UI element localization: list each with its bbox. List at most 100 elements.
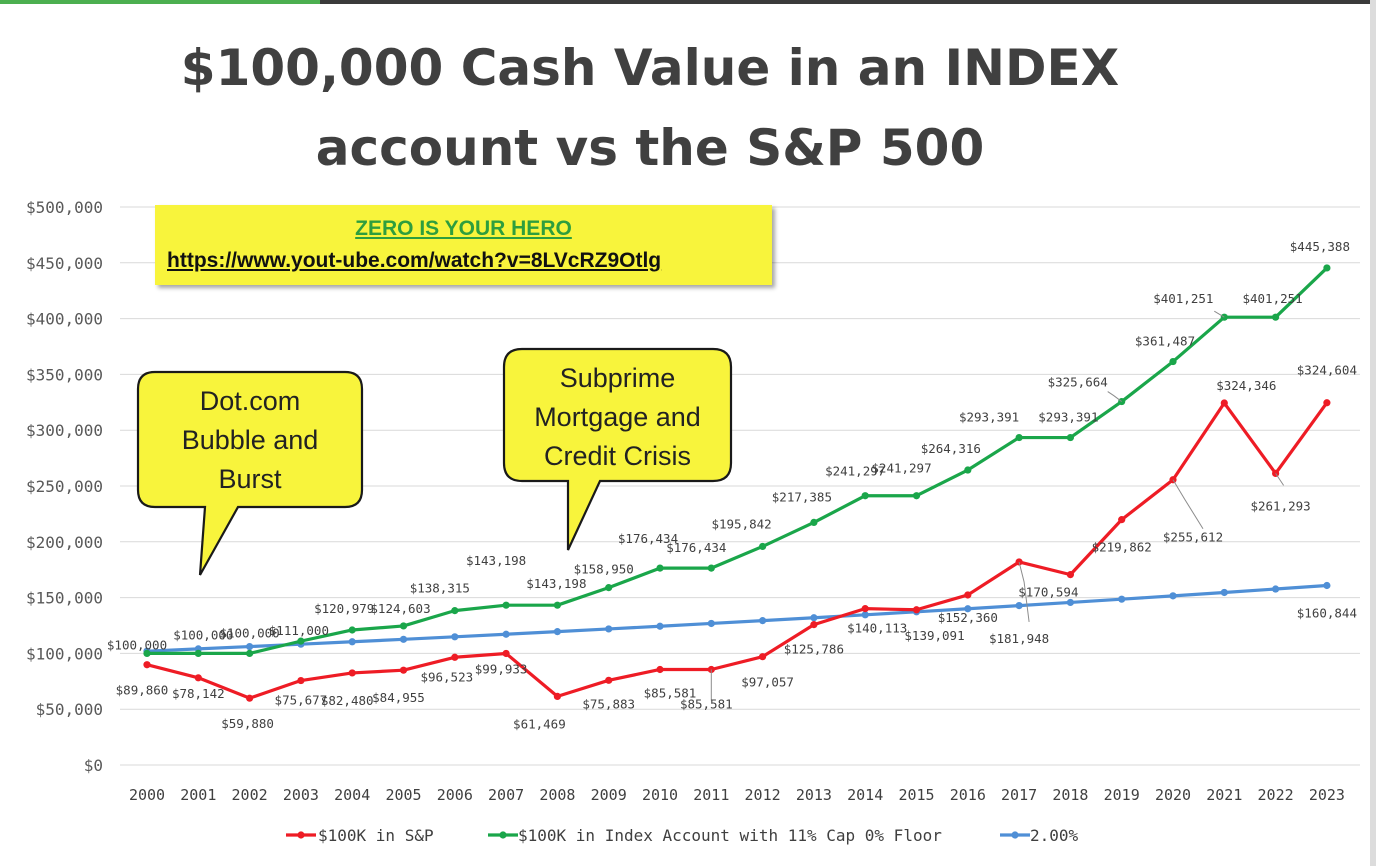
data-point (810, 621, 818, 629)
x-tick-label: 2005 (385, 786, 421, 804)
data-label: $125,786 (784, 642, 844, 657)
data-label: $181,948 (989, 631, 1049, 646)
chart-title: $100,000 Cash Value in an INDEX account … (80, 28, 1220, 188)
data-label: $255,612 (1163, 530, 1223, 545)
data-point (656, 622, 664, 630)
y-tick-label: $450,000 (26, 254, 103, 273)
data-point (1169, 592, 1177, 600)
data-label: $241,297 (825, 464, 885, 479)
data-point (553, 601, 562, 609)
legend-label: $100K in Index Account with 11% Cap 0% F… (518, 826, 942, 845)
data-label: $160,844 (1297, 605, 1357, 620)
data-point (553, 628, 562, 636)
data-label: $99,933 (475, 661, 528, 676)
series-line (146, 401, 1329, 700)
data-point (1118, 516, 1126, 524)
y-tick-label: $250,000 (26, 477, 103, 496)
data-label: $82,480 (321, 693, 374, 708)
data-point (656, 564, 664, 572)
x-tick-label: 2000 (129, 786, 165, 804)
data-point (1220, 588, 1228, 597)
data-point (1015, 602, 1023, 610)
callout-dotcom-line: Bubble and (181, 425, 319, 455)
y-tick-label: $0 (84, 756, 103, 775)
data-label: $170,594 (1018, 584, 1078, 599)
data-point (656, 665, 664, 674)
callout-dotcom-line: Burst (218, 464, 282, 494)
data-label: $100,000 (219, 625, 279, 640)
data-point (759, 617, 767, 625)
data-point (1118, 595, 1126, 603)
callout-subprime-line: Credit Crisis (543, 441, 691, 471)
data-label: $75,883 (582, 696, 635, 711)
leader-line (1018, 561, 1030, 623)
data-point (399, 635, 408, 643)
data-label: $143,198 (466, 553, 526, 568)
legend-marker (297, 831, 305, 839)
y-tick-label: $50,000 (36, 700, 103, 719)
top-band (0, 0, 1376, 4)
data-label: $401,251 (1153, 291, 1213, 306)
callout-bubble (502, 347, 733, 551)
x-tick-label: 2015 (898, 786, 934, 804)
x-tick-label: 2001 (180, 786, 216, 804)
data-point (553, 692, 562, 701)
x-tick-label: 2003 (283, 786, 319, 804)
title-line-1: $100,000 Cash Value in an INDEX (180, 39, 1120, 97)
x-tick-label: 2023 (1309, 786, 1345, 804)
data-label: $219,862 (1092, 540, 1152, 555)
data-label: $241,297 (871, 461, 931, 476)
data-point (348, 638, 356, 646)
data-point (1323, 581, 1331, 590)
data-label: $96,523 (420, 669, 473, 684)
data-label: $111,000 (269, 623, 329, 638)
leader-line (1214, 310, 1225, 318)
series-line (146, 583, 1328, 653)
data-point (1272, 585, 1280, 593)
callout-subprime-line: Mortgage and (534, 402, 701, 432)
x-tick-label: 2012 (745, 786, 781, 804)
data-point (707, 619, 715, 628)
data-point (1220, 399, 1228, 407)
data-point (1323, 264, 1331, 272)
data-point (348, 669, 356, 677)
x-tick-label: 2013 (796, 786, 832, 804)
banner-link[interactable]: https://www.yout-ube.com/watch?v=8LVcRZ9… (167, 249, 662, 272)
leader-line (1107, 391, 1122, 402)
data-point (912, 606, 921, 614)
data-label: $59,880 (221, 716, 274, 731)
series-line (147, 266, 1329, 656)
data-label: $293,391 (1038, 410, 1098, 425)
banner-heading: ZERO IS YOUR HERO (355, 217, 572, 240)
callout-subprime-line: Subprime (559, 363, 676, 393)
data-point (964, 466, 972, 474)
data-label: $100,000 (173, 627, 233, 642)
data-label: $89,860 (116, 683, 169, 698)
y-tick-label: $300,000 (26, 421, 103, 440)
data-point (246, 694, 254, 702)
data-point (810, 518, 818, 526)
data-label: $325,664 (1048, 375, 1108, 390)
callout-bubble (136, 370, 364, 576)
data-point (707, 564, 715, 572)
banner-box: ZERO IS YOUR HERO https://www.yout-ube.c… (155, 205, 772, 285)
x-tick-label: 2016 (950, 786, 986, 804)
leader-line (1172, 479, 1204, 530)
data-label: $324,346 (1216, 378, 1276, 393)
y-tick-label: $350,000 (26, 365, 103, 384)
x-tick-label: 2004 (334, 786, 370, 804)
data-label: $143,198 (526, 576, 586, 591)
data-label: $100,000 (107, 637, 167, 652)
data-point (1066, 433, 1074, 442)
y-tick-label: $500,000 (26, 198, 103, 217)
data-point (451, 633, 459, 641)
data-point (348, 626, 356, 634)
leader-line (1275, 473, 1285, 486)
data-label: $261,293 (1250, 498, 1310, 513)
data-label: $85,581 (644, 685, 697, 700)
data-label: $217,385 (772, 489, 832, 504)
data-label: $176,434 (666, 540, 726, 555)
data-point (964, 591, 972, 599)
title-line-2: account vs the S&P 500 (315, 119, 985, 177)
data-label: $61,469 (513, 716, 566, 731)
